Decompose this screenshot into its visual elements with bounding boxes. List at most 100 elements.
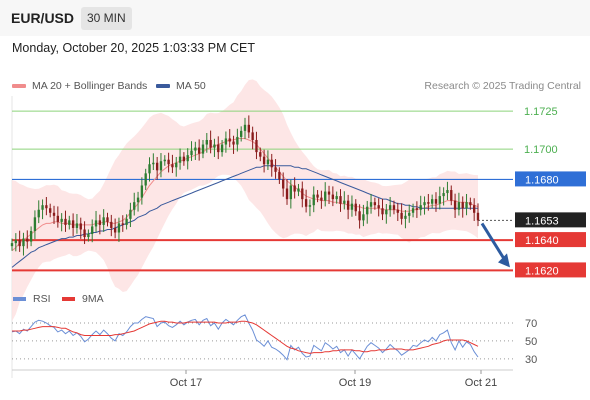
rsi-panel: 70 50 30 RSI 9MA [11, 293, 537, 366]
level-labels: 1.1725 1.1700 1.1680 1.1653 1.1640 1.1620 [515, 106, 586, 278]
support-level-label: 1.1640 [525, 235, 559, 247]
candle [469, 202, 472, 206]
candle [419, 205, 422, 210]
x-tick-label: Oct 17 [170, 377, 202, 389]
candle [10, 243, 14, 247]
candle [377, 205, 380, 209]
candle [476, 212, 480, 221]
candle [52, 212, 56, 216]
candle [98, 220, 102, 225]
rsi-tick-label: 30 [525, 354, 537, 366]
candle [411, 208, 415, 213]
ma20-legend-label: MA 20 + Bollinger Bands [32, 80, 148, 92]
candle [255, 139, 258, 153]
support-level-label: 1.1620 [525, 265, 559, 277]
candle [171, 164, 174, 168]
candle [201, 144, 205, 154]
candle [186, 155, 189, 162]
chart-datetime: Monday, October 20, 2025 1:03:33 PM CET [12, 41, 255, 55]
candle [366, 206, 369, 215]
candle [240, 130, 243, 137]
candle [301, 188, 304, 200]
candles [10, 115, 510, 268]
candle [60, 218, 63, 222]
candle [136, 197, 140, 203]
rsi-legend-label: RSI [33, 293, 51, 305]
candle [68, 220, 71, 225]
candle [64, 218, 67, 225]
candle [369, 202, 373, 207]
candle [121, 223, 124, 225]
candle [205, 139, 208, 145]
candle [194, 147, 197, 151]
ma50-legend-swatch [156, 84, 170, 88]
candle [117, 223, 121, 233]
top-bar: EUR/USD 30 MIN [0, 0, 590, 36]
instrument-title: EUR/USD [11, 10, 75, 26]
candle [320, 197, 323, 201]
pivot-level-label-bg [515, 171, 586, 187]
candle [282, 179, 285, 189]
x-tick-label: Oct 19 [339, 377, 371, 389]
candle [106, 217, 109, 222]
candle [312, 194, 315, 206]
candle [83, 229, 86, 238]
candle [400, 212, 403, 219]
candle [362, 214, 365, 221]
candle [404, 215, 407, 219]
candle [140, 185, 144, 198]
rsi-legend-swatch [13, 297, 26, 301]
candle [102, 217, 105, 225]
candle [236, 136, 239, 145]
candle [209, 139, 212, 148]
candle [324, 191, 327, 201]
rsi-tick-label: 50 [525, 336, 537, 348]
candle [129, 209, 132, 219]
candle [155, 162, 159, 171]
ma9-legend-label: 9MA [82, 293, 104, 305]
price-levels [12, 110, 513, 272]
candle [423, 202, 426, 206]
candle [56, 215, 60, 222]
last-price-label-bg [515, 212, 586, 228]
candle [33, 217, 37, 231]
candle [152, 162, 155, 165]
rsi-ma9-line [12, 320, 479, 354]
candle [316, 194, 319, 198]
candle [373, 202, 377, 206]
candle [278, 171, 281, 180]
candle [293, 185, 296, 192]
candle [29, 230, 33, 242]
candle [75, 223, 79, 228]
candle [343, 200, 346, 204]
ma20-legend-swatch [12, 84, 26, 88]
candle [182, 156, 186, 162]
candle [79, 223, 82, 230]
ma9-legend-swatch [62, 297, 75, 301]
candle [396, 209, 399, 213]
target-level-label: 1.1700 [524, 144, 558, 156]
candle [224, 138, 228, 145]
bollinger-band-area [12, 79, 478, 322]
candle [289, 185, 293, 200]
legend-ma50: MA 50 [156, 80, 206, 92]
candle [259, 152, 262, 157]
rsi-tick-label: 70 [525, 318, 537, 330]
candle [327, 191, 331, 195]
last-price-label: 1.1653 [525, 215, 559, 227]
candle [71, 220, 75, 228]
candle [163, 159, 166, 162]
candle [159, 161, 163, 171]
candle [381, 208, 384, 215]
candle [190, 150, 193, 156]
time-axis: Oct 17 Oct 19 Oct 21 [12, 369, 513, 389]
candle [465, 202, 468, 209]
candle [228, 138, 231, 142]
candle [41, 205, 44, 210]
candle [473, 205, 476, 213]
candle [144, 173, 147, 186]
pivot-level-label: 1.1680 [525, 174, 559, 186]
candle [37, 209, 40, 218]
timeframe-badge[interactable]: 30 MIN [81, 7, 132, 30]
candle [262, 156, 266, 165]
